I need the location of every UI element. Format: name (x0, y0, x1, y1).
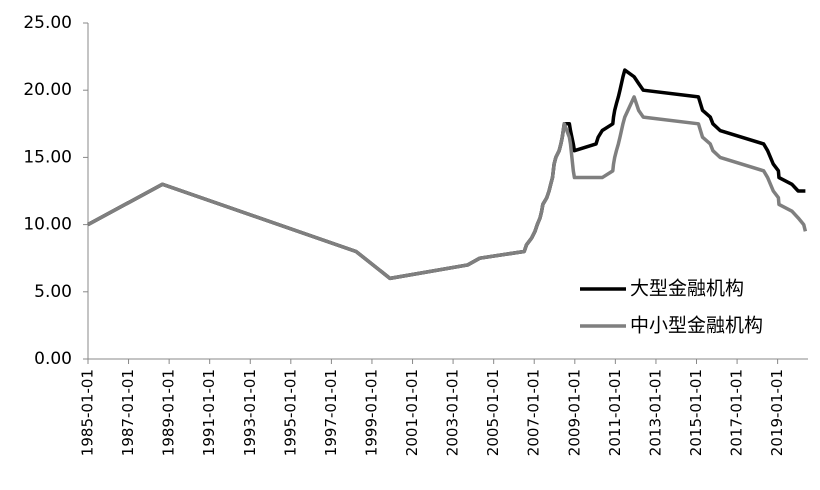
x-tick-label: 1991-01-01 (200, 369, 218, 456)
x-tick-label: 2007-01-01 (525, 369, 543, 456)
x-tick-label: 2005-01-01 (484, 369, 502, 456)
x-tick-label: 1993-01-01 (241, 369, 259, 456)
x-tick-label: 2001-01-01 (403, 369, 421, 456)
x-tick-label: 2009-01-01 (565, 369, 583, 456)
y-tick-label: 25.00 (23, 13, 72, 33)
legend-label: 大型金融机构 (630, 278, 744, 300)
x-tick-label: 1989-01-01 (160, 369, 178, 456)
x-tick-label: 2013-01-01 (646, 369, 664, 456)
y-tick-label: 10.00 (23, 215, 72, 235)
x-tick-label: 2019-01-01 (768, 369, 786, 456)
x-tick-label: 1987-01-01 (119, 369, 137, 456)
y-tick-label: 15.00 (23, 147, 72, 167)
x-tick-label: 2011-01-01 (606, 369, 624, 456)
series-line (87, 95, 808, 281)
x-tick-label: 1995-01-01 (281, 369, 299, 456)
x-tick-label: 1999-01-01 (362, 369, 380, 456)
x-tick-label: 2003-01-01 (444, 369, 462, 456)
y-tick-label: 20.00 (23, 80, 72, 100)
x-tick-label: 2015-01-01 (687, 369, 705, 456)
y-tick-label: 0.00 (34, 349, 72, 369)
x-tick-label: 2017-01-01 (728, 369, 746, 456)
x-tick-label: 1997-01-01 (322, 369, 340, 456)
series-line (87, 68, 806, 281)
y-tick-label: 5.00 (34, 282, 72, 302)
legend-label: 中小型金融机构 (630, 315, 763, 337)
x-tick-label: 1985-01-01 (79, 369, 97, 456)
